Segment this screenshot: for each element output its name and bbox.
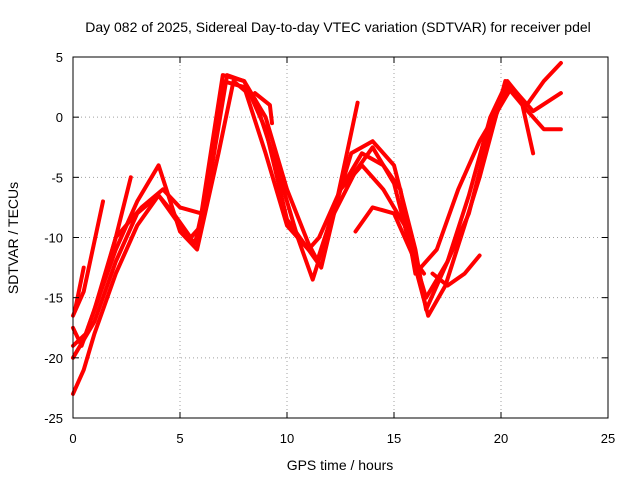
- grid: [73, 57, 608, 418]
- y-axis-label: SDTVAR / TECUs: [5, 182, 21, 294]
- x-tick-label: 25: [601, 431, 615, 446]
- series-line-8: [332, 100, 360, 216]
- axis-ticks: 0 5 10 15 20 25 -25 -20 -15 -10 -5 0 5: [44, 50, 615, 446]
- series-layer: [71, 61, 563, 396]
- y-tick-label: -20: [44, 351, 63, 366]
- x-tick-label: 5: [176, 431, 183, 446]
- series-line-3: [71, 61, 563, 348]
- y-tick-label: -25: [44, 411, 63, 426]
- series-line-6: [73, 265, 86, 312]
- chart-title: Day 082 of 2025, Sidereal Day-to-day VTE…: [85, 19, 591, 35]
- x-tick-label: 20: [494, 431, 508, 446]
- series-line-7: [92, 175, 133, 312]
- series-line-10: [252, 91, 274, 126]
- series-line-11: [430, 253, 482, 288]
- y-tick-label: -15: [44, 291, 63, 306]
- y-tick-label: 5: [56, 50, 63, 65]
- x-axis-label: GPS time / hours: [287, 457, 394, 473]
- series-line-9: [353, 205, 426, 276]
- y-tick-label: -5: [51, 170, 63, 185]
- x-tick-label: 0: [69, 431, 76, 446]
- y-tick-label: 0: [56, 110, 63, 125]
- y-tick-label: -10: [44, 231, 63, 246]
- series-line-4: [71, 73, 536, 348]
- x-tick-label: 15: [387, 431, 401, 446]
- x-tick-label: 10: [280, 431, 294, 446]
- series-line-2: [71, 73, 563, 360]
